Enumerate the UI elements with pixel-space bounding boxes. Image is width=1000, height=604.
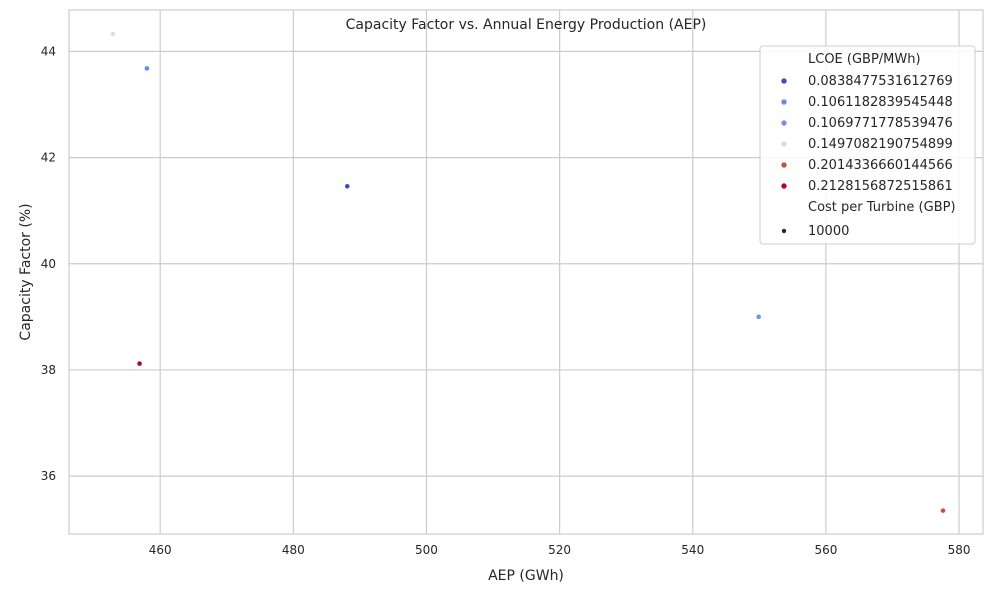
legend-label-lcoe-5: 0.2014336660144566 [808,158,953,173]
legend-label-size-1: 10000 [808,224,849,239]
legend-marker-lcoe-4 [780,140,788,148]
legend-label-lcoe-3: 0.1069771778539476 [808,116,953,131]
data-point [136,360,143,367]
x-tick-label: 500 [415,543,438,557]
plot-frame [68,9,984,535]
legend-marker-lcoe-5 [780,161,788,169]
legend-frame [759,45,976,245]
y-axis-label: Capacity Factor (%) [18,203,34,340]
x-axis-label: AEP (GWh) [488,568,564,584]
y-tick-label: 40 [41,257,56,271]
y-tick-label: 44 [41,44,56,58]
legend-marker-lcoe-3 [780,119,788,127]
legend-label-lcoe-1: 0.0838477531612769 [808,74,953,89]
data-point [110,30,116,37]
y-tick-label: 42 [41,151,56,165]
legend-size-title: Cost per Turbine (GBP) [808,200,956,215]
legend: LCOE (GBP/MWh) 0.0838477531612769 0.1061… [759,45,976,245]
legend-marker-size-1 [781,228,787,234]
data-point [755,313,762,320]
y-tick-labels: 36 38 40 42 44 [41,44,56,483]
legend-hue-title: LCOE (GBP/MWh) [808,52,921,67]
y-tick-label: 38 [41,363,56,377]
legend-label-lcoe-2: 0.1061182839545448 [808,95,953,110]
data-point [143,65,150,72]
data-points [110,30,946,514]
chart-title: Capacity Factor vs. Annual Energy Produc… [346,17,707,33]
legend-marker-lcoe-1 [780,77,788,85]
data-point [940,507,946,514]
legend-label-lcoe-6: 0.2128156872515861 [808,179,953,194]
x-tick-label: 540 [681,543,704,557]
legend-label-lcoe-4: 0.1497082190754899 [808,137,953,152]
x-tick-label: 580 [948,543,971,557]
legend-marker-lcoe-2 [780,98,788,106]
x-tick-label: 460 [149,543,172,557]
y-tick-label: 36 [41,469,56,483]
legend-marker-lcoe-6 [780,182,788,190]
x-tick-label: 480 [282,543,305,557]
x-tick-label: 560 [814,543,837,557]
x-tick-label: 520 [548,543,571,557]
data-point [344,183,351,190]
x-tick-labels: 460 480 500 520 540 560 580 [149,543,971,557]
